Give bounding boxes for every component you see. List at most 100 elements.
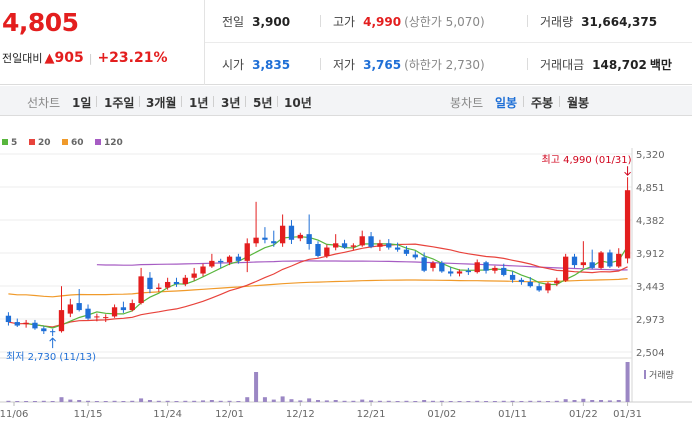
candle-body bbox=[421, 257, 427, 271]
x-tick-label: 01/22 bbox=[569, 409, 598, 420]
volume-bar bbox=[183, 400, 188, 402]
x-tick-label: 12/12 bbox=[286, 409, 315, 420]
toolbar-divider bbox=[523, 96, 524, 107]
candle-body bbox=[76, 303, 82, 311]
volume-bar bbox=[395, 401, 400, 402]
volume-bar bbox=[218, 400, 223, 402]
candlestick-chart[interactable]: 5 20 60 120 5,320 4,851 4,382 3,912 3,443 2,973 2… bbox=[0, 120, 692, 441]
x-axis: 11/06 11/15 11/24 12/01 12/12 12/21 01/02 01/11… bbox=[0, 402, 642, 420]
candle-body bbox=[563, 256, 569, 281]
x-tick-label: 01/02 bbox=[427, 409, 456, 420]
stat-value: 31,664,375 bbox=[581, 15, 658, 29]
volume-bar bbox=[545, 401, 550, 402]
legend-label: 60 bbox=[71, 138, 84, 148]
period-1d-button[interactable]: 1일 bbox=[72, 96, 92, 110]
volume-bar bbox=[147, 400, 152, 402]
volume-bar bbox=[209, 400, 214, 402]
max-arrow-icon bbox=[624, 166, 631, 176]
candle-body bbox=[315, 244, 321, 256]
candle-body bbox=[439, 262, 445, 272]
volume-bar bbox=[77, 400, 82, 402]
stat-label: 거래량 bbox=[540, 15, 574, 29]
stat-value: 3,835 bbox=[252, 58, 291, 72]
candle-body bbox=[235, 256, 242, 261]
volume-bar bbox=[156, 400, 161, 402]
candle-body bbox=[624, 190, 631, 259]
candle-body bbox=[23, 322, 29, 325]
volume-bar bbox=[271, 399, 276, 402]
x-tick-label: 12/21 bbox=[357, 409, 386, 420]
period-1y-button[interactable]: 1년 bbox=[189, 96, 209, 110]
candle-body bbox=[182, 277, 188, 285]
x-tick-label: 01/31 bbox=[613, 409, 642, 420]
stat-high: 고가 4,990 (상한가 5,070) bbox=[333, 13, 485, 30]
up-arrow-icon: ▲ bbox=[44, 50, 55, 66]
volume-bar bbox=[15, 401, 20, 402]
stat-divider bbox=[320, 58, 321, 70]
stats-row-divider bbox=[205, 42, 692, 43]
candle-body bbox=[492, 267, 498, 271]
candle-body bbox=[49, 331, 56, 333]
volume-bar bbox=[307, 398, 312, 402]
period-5y-button[interactable]: 5년 bbox=[253, 96, 273, 110]
x-tick-label: 11/24 bbox=[153, 409, 182, 420]
volume-bar bbox=[607, 400, 612, 402]
y-tick-label: 3,912 bbox=[636, 249, 665, 260]
volume-bar bbox=[165, 400, 170, 402]
candle-body bbox=[58, 310, 65, 332]
volume-bar bbox=[342, 400, 347, 402]
volume-bar bbox=[236, 401, 241, 402]
candle-body bbox=[518, 279, 525, 282]
candle-body bbox=[571, 256, 578, 266]
candle-body bbox=[288, 225, 295, 240]
legend-label: 5 bbox=[11, 138, 17, 148]
period-3m-button[interactable]: 3개월 bbox=[146, 96, 177, 110]
candle-body bbox=[509, 274, 516, 280]
candle-body bbox=[226, 256, 233, 263]
volume-bar bbox=[404, 400, 409, 402]
min-arrow-icon bbox=[49, 337, 57, 349]
period-1w-button[interactable]: 1주일 bbox=[104, 96, 135, 110]
volume-bar bbox=[351, 400, 356, 402]
stat-label: 고가 bbox=[333, 15, 356, 29]
volume-bar bbox=[86, 400, 91, 402]
stat-label: 시가 bbox=[222, 58, 245, 72]
period-3y-button[interactable]: 3년 bbox=[221, 96, 241, 110]
y-axis: 5,320 4,851 4,382 3,912 3,443 2,973 2,504 bbox=[636, 150, 665, 359]
toolbar-divider bbox=[139, 96, 140, 107]
legend-label: 120 bbox=[104, 138, 123, 148]
current-price: 4,805 bbox=[2, 8, 79, 37]
period-10y-button[interactable]: 10년 bbox=[284, 96, 312, 110]
volume-bar bbox=[625, 362, 630, 402]
ma60-line bbox=[8, 278, 628, 298]
volume-bar bbox=[130, 400, 135, 402]
volume-bar bbox=[103, 401, 108, 402]
toolbar-divider bbox=[559, 96, 560, 107]
change-amount: 905 bbox=[54, 50, 84, 66]
candle-body bbox=[483, 262, 489, 271]
candle-body bbox=[359, 236, 365, 246]
x-tick-label: 11/06 bbox=[0, 409, 28, 420]
volume-bar bbox=[422, 400, 427, 402]
volume-bar bbox=[377, 400, 382, 402]
candle-body bbox=[262, 237, 268, 240]
candle-body bbox=[164, 281, 171, 288]
candle-weekly-button[interactable]: 주봉 bbox=[531, 96, 554, 110]
toolbar-divider bbox=[213, 96, 214, 107]
volume-bar bbox=[333, 400, 338, 402]
volume-bar bbox=[32, 401, 37, 402]
x-tick-label: 01/11 bbox=[498, 409, 527, 420]
candle-body bbox=[253, 237, 259, 244]
stat-value: 3,765 bbox=[363, 58, 402, 72]
candle-body bbox=[138, 276, 144, 304]
volume-bar bbox=[386, 400, 391, 402]
candle-monthly-button[interactable]: 월봉 bbox=[567, 96, 590, 110]
min-price-label: 최저 2,730 (11/13) bbox=[6, 351, 96, 363]
candle-body bbox=[67, 304, 73, 314]
candle-body bbox=[94, 316, 100, 318]
stat-value: 148,702 bbox=[592, 58, 647, 72]
candle-daily-button[interactable]: 일봉 bbox=[495, 96, 518, 110]
volume-bar bbox=[492, 401, 497, 402]
candle-body bbox=[103, 317, 109, 319]
candle-body bbox=[377, 243, 383, 247]
